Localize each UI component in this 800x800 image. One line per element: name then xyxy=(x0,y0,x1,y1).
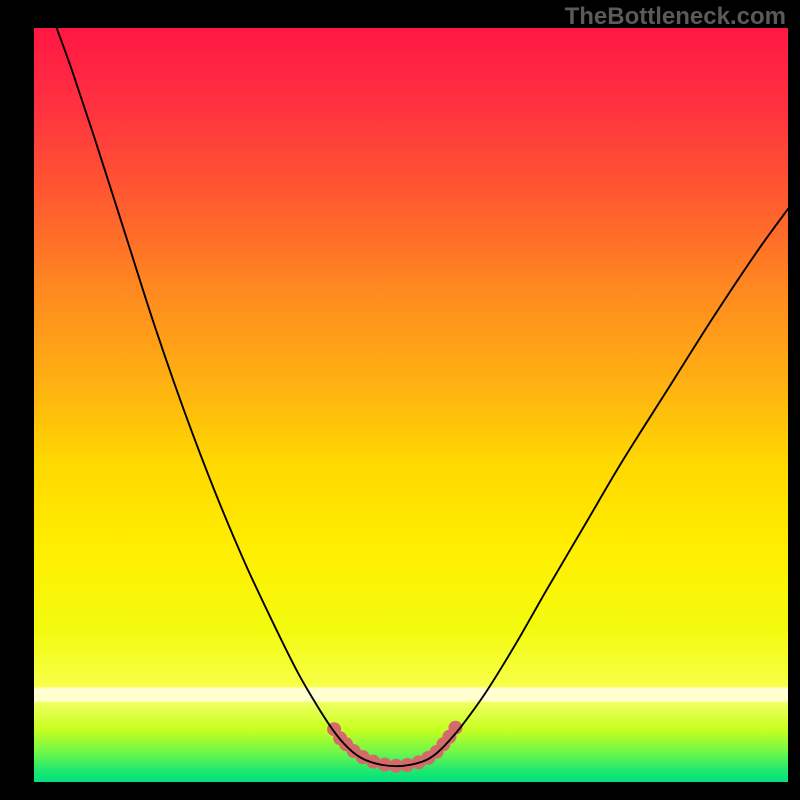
plot-background xyxy=(34,28,788,782)
chart-frame: TheBottleneck.com xyxy=(0,0,800,800)
bottleneck-curve-chart xyxy=(0,0,800,800)
watermark-text: TheBottleneck.com xyxy=(565,3,786,31)
